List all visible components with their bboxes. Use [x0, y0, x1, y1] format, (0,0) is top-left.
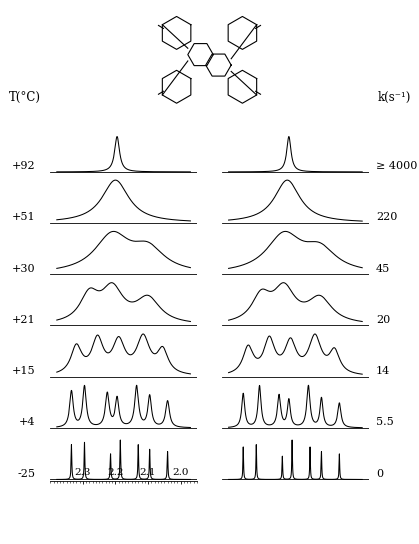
- Text: ≥ 4000: ≥ 4000: [376, 161, 417, 171]
- Text: T(°C): T(°C): [8, 91, 40, 104]
- Text: -25: -25: [18, 469, 36, 479]
- Text: +51: +51: [12, 212, 36, 222]
- Text: 20: 20: [376, 315, 391, 325]
- Text: 220: 220: [376, 212, 398, 222]
- Text: +4: +4: [19, 417, 36, 428]
- Text: +92: +92: [12, 161, 36, 171]
- Text: 45: 45: [376, 264, 391, 274]
- Text: +30: +30: [12, 264, 36, 274]
- Text: k(s⁻¹): k(s⁻¹): [377, 91, 411, 104]
- Text: 5.5: 5.5: [376, 417, 394, 428]
- Text: 0: 0: [376, 469, 383, 479]
- Text: 14: 14: [376, 366, 391, 376]
- Text: +15: +15: [12, 366, 36, 376]
- Text: +21: +21: [12, 315, 36, 325]
